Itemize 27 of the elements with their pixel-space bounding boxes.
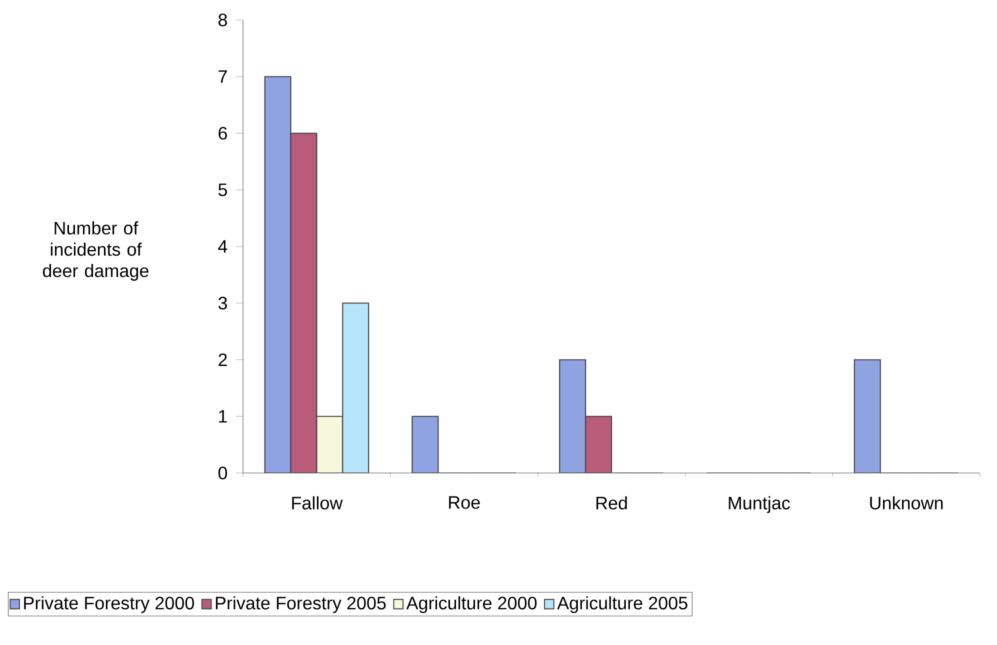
bar [316, 416, 344, 473]
y-tick-label: 0 [218, 466, 228, 480]
bar [342, 302, 370, 473]
legend-label: Private Forestry 2005 [216, 596, 386, 614]
legend-label: Private Forestry 2000 [24, 596, 194, 614]
bar [585, 416, 612, 473]
y-tick-label: 5 [218, 184, 227, 196]
y-tick-label: 6 [218, 126, 227, 140]
x-tick-label: Red [596, 496, 627, 510]
x-tick-label: Unknown [870, 496, 943, 510]
bar [559, 359, 586, 473]
y-tick-label: 2 [218, 353, 227, 366]
bar [290, 132, 318, 473]
bar [264, 76, 292, 473]
bar [412, 416, 439, 473]
x-tick-label: Roe [449, 496, 480, 509]
x-tick-label: Fallow [292, 496, 343, 510]
y-tick-label: 7 [218, 70, 227, 83]
legend-label: Agriculture 2000 [406, 596, 537, 614]
y-axis-title: Number of incidents of deer damage [42, 221, 148, 281]
legend-label: Agriculture 2005 [557, 596, 688, 614]
x-tick-label: Muntjac [728, 496, 790, 514]
y-tick-label: 1 [219, 410, 227, 423]
y-tick-label: 3 [218, 296, 227, 310]
bar [854, 359, 881, 473]
y-tick-label: 8 [218, 14, 227, 26]
y-tick-label: 4 [218, 240, 228, 253]
